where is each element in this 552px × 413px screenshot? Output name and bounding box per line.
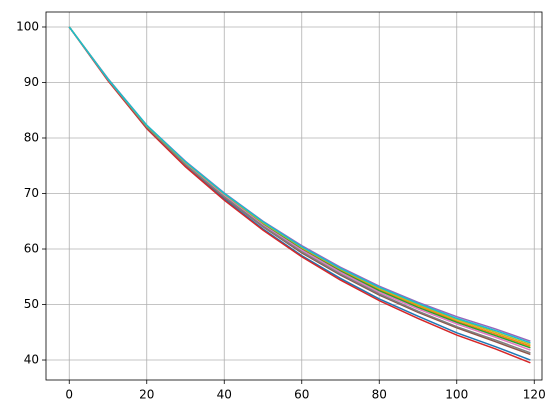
x-tick-label: 20: [139, 388, 154, 402]
x-tick-label: 0: [65, 388, 73, 402]
y-tick-label: 50: [24, 297, 39, 311]
series-line: [68, 26, 531, 347]
y-tick-label: 90: [24, 75, 39, 89]
series-line: [68, 26, 531, 342]
series-line: [68, 26, 531, 364]
series-line: [68, 26, 531, 356]
y-tick-label: 80: [24, 130, 39, 144]
series-line: [68, 26, 531, 344]
series-line: [68, 26, 531, 346]
y-tick-label: 40: [24, 353, 39, 367]
series-line: [68, 26, 531, 349]
y-tick-label: 60: [24, 242, 39, 256]
plot-frame: [45, 11, 543, 381]
y-tick-label: 70: [24, 186, 39, 200]
x-tick-label: 60: [294, 388, 309, 402]
series-line: [68, 26, 531, 351]
x-tick-label: 80: [372, 388, 387, 402]
x-tick-label: 120: [523, 388, 546, 402]
series-line: [68, 26, 531, 354]
x-tick-label: 100: [445, 388, 468, 402]
y-tick-label: 100: [16, 19, 39, 33]
x-tick-label: 40: [217, 388, 232, 402]
